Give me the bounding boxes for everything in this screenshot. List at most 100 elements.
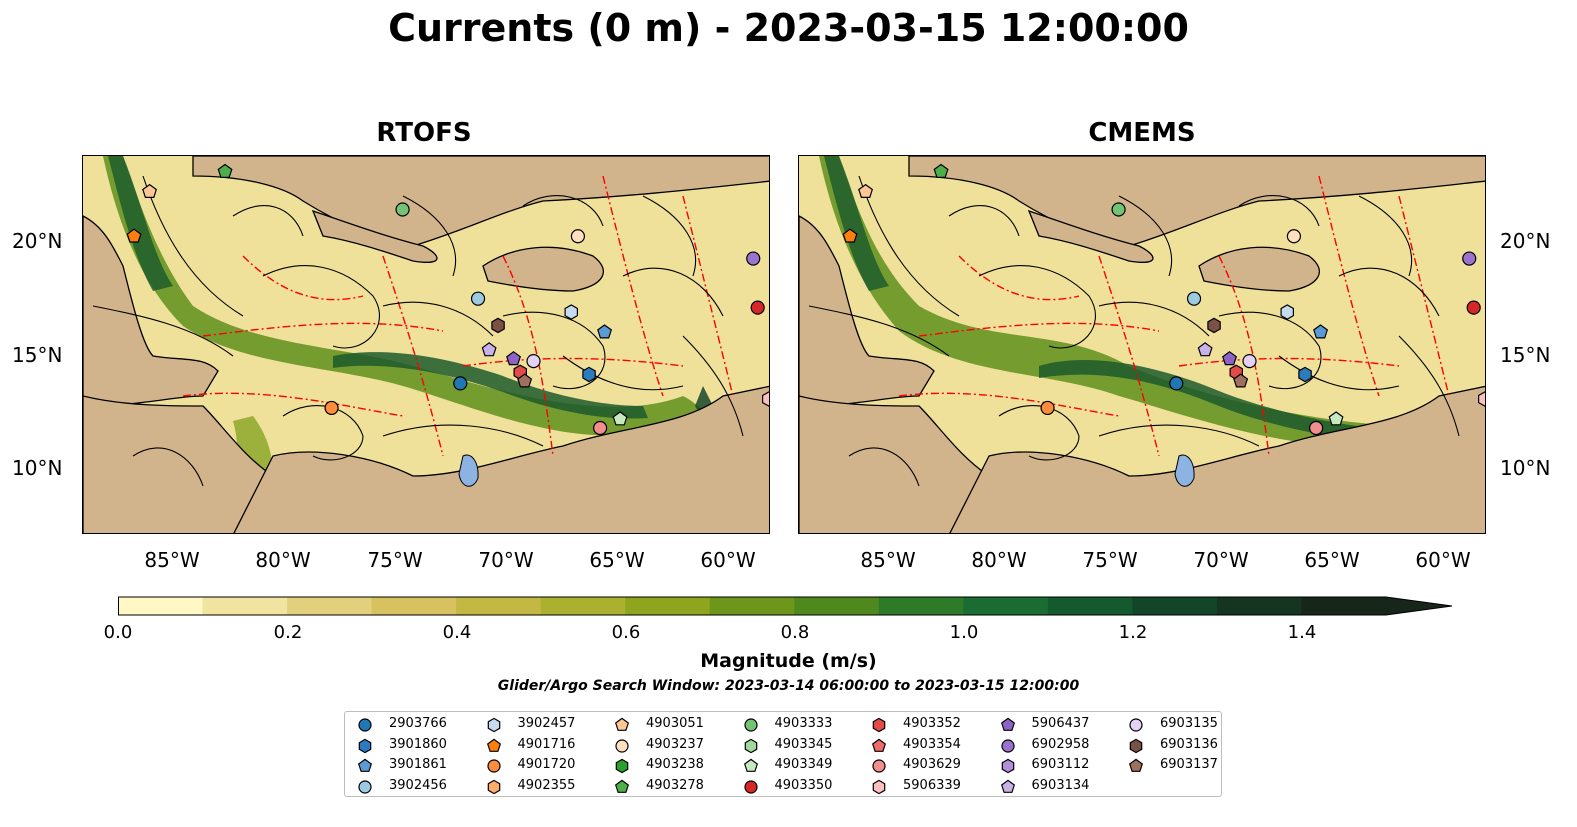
float-marker-6903135[interactable] [526,354,541,369]
colorbar-segment [1216,597,1302,615]
float-marker-3901861[interactable] [1313,324,1329,339]
float-marker-6903134[interactable] [481,342,497,357]
legend-marker-icon [358,779,372,794]
float-marker-5906339[interactable] [1478,391,1486,407]
float-marker-4903051[interactable] [142,183,158,198]
lat-label-left: 15°N [12,343,63,367]
float-marker-4903237[interactable] [570,229,586,244]
legend-marker-icon[interactable] [487,717,500,733]
legend-marker-icon[interactable] [1000,779,1015,793]
float-marker-4903629[interactable] [593,420,608,436]
legend-marker-icon[interactable] [487,779,500,794]
legend-label: 4903629 [903,757,961,772]
float-marker-6902958[interactable] [1462,251,1477,266]
float-marker-6903134[interactable] [1197,342,1213,357]
legend-marker-icon[interactable] [614,779,630,793]
float-marker-2903766[interactable] [1169,376,1184,391]
lon-label: 80°W [255,548,311,572]
float-marker-4903278[interactable] [933,163,949,178]
legend-marker-icon[interactable] [744,738,757,753]
colorbar-segment [794,597,880,615]
colorbar-segment [287,597,373,615]
legend-marker-icon[interactable] [614,717,630,731]
legend-marker-icon[interactable] [1000,738,1015,753]
legend-label: 4901720 [517,757,576,772]
float-marker-4903333[interactable] [395,202,410,217]
legend-marker-icon[interactable] [1129,738,1143,753]
float-marker-4903349[interactable] [1328,411,1344,426]
rtofs-current-map[interactable] [82,155,770,534]
legend-marker-icon[interactable] [357,758,373,772]
float-marker-6903136[interactable] [1207,317,1221,334]
float-marker-2903766[interactable] [453,376,468,391]
lat-label-right: 20°N [1500,229,1551,253]
lake-maracaibo [458,454,479,487]
float-marker-6903137[interactable] [1233,373,1249,388]
float-marker-6903135[interactable] [1242,354,1257,369]
float-marker-3901860[interactable] [1298,366,1312,383]
lon-label: 60°W [700,548,756,572]
float-marker-5906437[interactable] [1222,351,1238,366]
legend-marker-icon[interactable] [1128,758,1144,772]
float-marker-4903349[interactable] [612,411,628,426]
float-marker-3902457[interactable] [564,304,578,320]
colorbar-tick: 0.2 [273,622,303,643]
float-marker-4903333[interactable] [1111,202,1126,217]
legend-marker-icon[interactable] [358,738,372,753]
float-marker-3901860[interactable] [582,366,596,383]
legend-marker-icon[interactable] [743,779,758,794]
legend-marker-icon [1000,779,1015,793]
float-marker-4903350[interactable] [750,300,765,315]
float-marker-4903237[interactable] [1286,229,1302,244]
legend-marker-icon[interactable] [358,779,372,794]
streamline [282,405,364,461]
float-marker-6903137[interactable] [517,373,533,388]
legend-marker-icon[interactable] [872,759,886,773]
float-marker-4903051[interactable] [858,183,874,198]
float-marker-4903629[interactable] [1309,420,1324,436]
float-marker-3902456[interactable] [1186,291,1202,306]
eez-boundary [1318,175,1380,397]
float-marker-4901720[interactable] [1040,400,1055,416]
float-marker-3902457[interactable] [1280,304,1294,320]
legend-marker-icon[interactable] [1000,717,1015,731]
legend-marker-icon[interactable] [872,779,886,794]
current-speed-band [824,156,889,291]
float-marker-5906339[interactable] [762,391,770,407]
legend-marker-icon[interactable] [1001,758,1014,774]
legend-marker-icon[interactable] [615,758,629,774]
land-mass [1027,209,1154,263]
legend-marker-icon[interactable] [871,738,887,752]
legend-marker-icon[interactable] [743,718,758,732]
streamline [978,265,1096,349]
float-marker-4901720[interactable] [324,400,339,416]
legend-marker-icon[interactable] [486,738,501,752]
float-marker-6903136[interactable] [491,317,505,334]
float-marker-3901861[interactable] [597,324,613,339]
legend-marker-icon[interactable] [872,717,886,733]
float-marker-4901716[interactable] [126,228,142,243]
legend-marker-icon[interactable] [358,718,372,732]
float-marker-4903278[interactable] [217,163,233,178]
streamline [998,405,1080,461]
legend-marker-icon[interactable] [1129,718,1143,732]
legend-marker-icon [1001,758,1014,774]
legend-marker-icon [872,759,886,773]
colorbar-label: Magnitude (m/s) [700,650,877,672]
float-marker-5906437[interactable] [506,351,522,366]
float-marker-3902456[interactable] [470,291,486,306]
eez-boundary [602,175,664,397]
float-marker-6902958[interactable] [746,251,761,266]
streamline [382,424,544,447]
legend-label: 4902355 [517,777,576,793]
cmems-current-map[interactable] [798,155,1486,534]
map-canvas [83,156,770,533]
legend-marker-icon[interactable] [486,759,501,773]
legend-marker-icon[interactable] [743,758,758,772]
colorbar-segment [118,597,204,615]
float-marker-4903350[interactable] [1466,300,1481,315]
legend-marker-icon[interactable] [615,738,629,753]
colorbar-tick: 0.8 [780,622,810,643]
lat-label-right: 10°N [1500,456,1551,480]
float-marker-4901716[interactable] [842,228,858,243]
